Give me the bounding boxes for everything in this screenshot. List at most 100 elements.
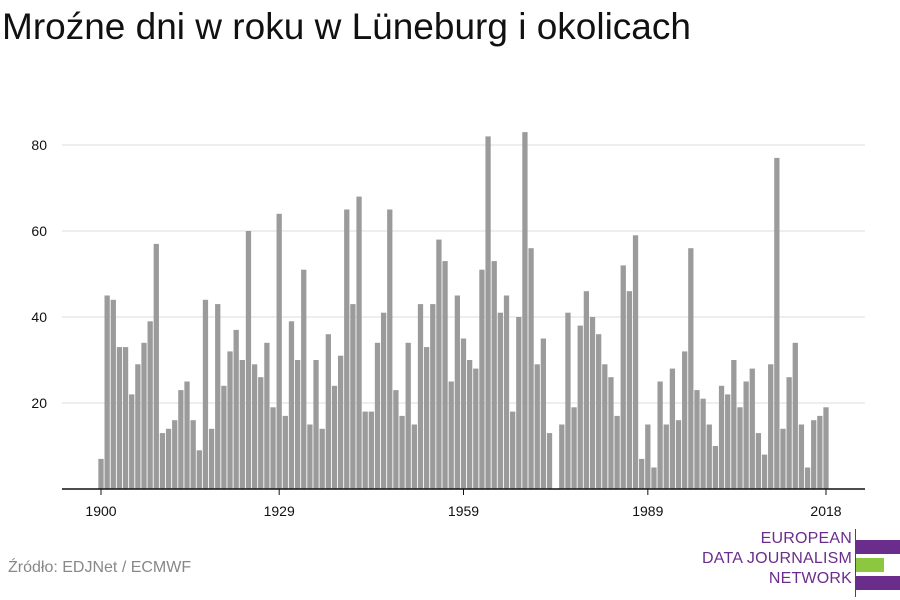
bar-1933 — [301, 269, 307, 489]
bar-1992 — [663, 424, 669, 489]
bar-1932 — [294, 360, 301, 489]
bar-1981 — [596, 334, 602, 489]
logo-text: EUROPEAN DATA JOURNALISM NETWORK — [702, 529, 852, 589]
bar-1968 — [516, 317, 522, 489]
bar-1955 — [436, 239, 442, 489]
bar-1909 — [153, 243, 159, 489]
logo-divider — [855, 529, 856, 597]
y-tick-label-60: 60 — [31, 223, 47, 239]
bar-1983 — [608, 377, 614, 489]
bar-1915 — [190, 420, 196, 489]
bar-1934 — [307, 424, 313, 489]
bar-2014 — [798, 424, 805, 489]
bar-1927 — [264, 342, 270, 489]
bar-1919 — [215, 304, 221, 489]
logo-line-3: NETWORK — [768, 570, 852, 587]
bar-1906 — [135, 364, 141, 489]
bar-1902 — [110, 299, 116, 489]
bar-1905 — [129, 394, 135, 489]
edjnet-logo: EUROPEAN DATA JOURNALISM NETWORK — [700, 529, 900, 597]
bar-1989 — [645, 424, 651, 489]
bar-1961 — [473, 368, 479, 489]
bar-1914 — [184, 381, 190, 489]
bar-1950 — [405, 342, 411, 489]
bar-1976 — [565, 312, 571, 489]
bar-1913 — [178, 390, 184, 489]
bar-1965 — [497, 312, 503, 489]
bar-1978 — [577, 325, 583, 489]
bar-2012 — [786, 377, 792, 489]
bar-1958 — [454, 295, 460, 489]
chart-title: Mroźne dni w roku w Lüneburg i okolicach — [2, 6, 691, 47]
bar-1967 — [510, 411, 516, 489]
bar-1975 — [559, 424, 565, 489]
bar-1926 — [258, 377, 264, 489]
bar-2008 — [761, 454, 768, 489]
x-tick-label-1900: 1900 — [85, 503, 116, 519]
bar-1972 — [540, 338, 547, 489]
bar-1986 — [626, 291, 633, 489]
logo-line-2: DATA JOURNALISM — [702, 550, 852, 567]
bar-1984 — [614, 415, 620, 489]
bar-2009 — [768, 364, 774, 489]
bar-1912 — [172, 420, 178, 489]
bar-1940 — [344, 209, 350, 489]
bar-1957 — [448, 381, 454, 489]
x-tick-label-2018: 2018 — [810, 503, 841, 519]
bar-1901 — [104, 295, 110, 489]
bar-1952 — [417, 304, 424, 489]
bar-1939 — [337, 355, 344, 489]
logo-bar-purple-bottom — [856, 576, 900, 590]
bar-1911 — [165, 428, 172, 489]
bar-1991 — [657, 381, 663, 489]
bar-1959 — [460, 338, 467, 489]
y-tick-label-40: 40 — [31, 309, 47, 325]
logo-bar-green — [856, 558, 884, 572]
source-note: Źródło: EDJNet / ECMWF — [8, 559, 192, 576]
y-tick-label-80: 80 — [31, 137, 47, 153]
y-axis-ticks: 20 40 60 80 — [31, 137, 47, 411]
logo-bar-purple-top — [856, 540, 900, 554]
bar-2007 — [755, 433, 762, 489]
bar-2016 — [811, 420, 817, 489]
bar-1970 — [528, 248, 534, 489]
bar-1977 — [571, 407, 577, 489]
bar-2003 — [731, 360, 737, 489]
bar-1931 — [288, 321, 295, 489]
bar-1916 — [196, 450, 202, 489]
bar-1954 — [430, 304, 436, 489]
x-tick-label-1989: 1989 — [632, 503, 663, 519]
bar-1966 — [503, 295, 510, 489]
bar-1943 — [362, 411, 368, 489]
gridlines — [62, 144, 865, 404]
bar-1928 — [270, 407, 276, 489]
bar-1980 — [589, 317, 596, 489]
bar-1930 — [282, 415, 288, 489]
bar-1917 — [202, 299, 209, 489]
bar-1963 — [485, 136, 491, 489]
bar-1910 — [159, 433, 166, 489]
bar-1900 — [98, 458, 104, 489]
bar-1938 — [331, 385, 338, 489]
bar-1971 — [534, 364, 540, 489]
bar-1998 — [700, 398, 706, 489]
bar-1956 — [442, 261, 448, 489]
bar-1951 — [411, 424, 417, 489]
bar-1903 — [116, 347, 123, 489]
x-tick-label-1929: 1929 — [264, 503, 295, 519]
bar-1944 — [368, 411, 374, 489]
bar-1997 — [694, 390, 700, 489]
bar-2005 — [743, 381, 749, 489]
bar-1942 — [356, 196, 362, 489]
bar-1953 — [423, 347, 430, 489]
bar-1987 — [632, 235, 639, 489]
bar-2006 — [749, 368, 755, 489]
bar-2010 — [774, 157, 780, 489]
x-tick-label-1959: 1959 — [448, 503, 479, 519]
bar-1921 — [227, 351, 233, 489]
bar-1982 — [602, 364, 608, 489]
bar-1946 — [380, 312, 387, 489]
bar-1990 — [651, 467, 657, 489]
bar-1918 — [208, 428, 215, 489]
bar-2018 — [823, 407, 829, 489]
